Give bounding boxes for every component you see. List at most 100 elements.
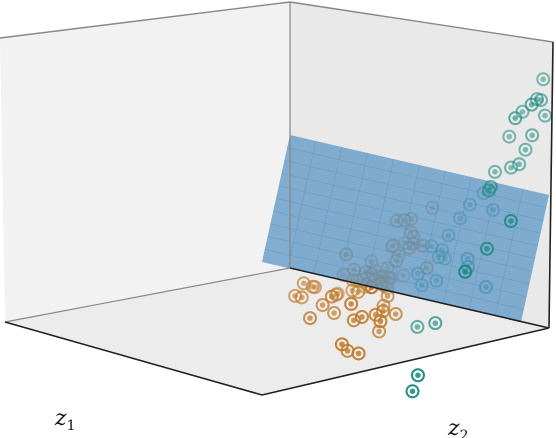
data-point bbox=[303, 311, 318, 326]
edge-front-right bbox=[261, 327, 550, 396]
plane-grid bbox=[264, 140, 547, 317]
data-point bbox=[481, 183, 496, 198]
data-point bbox=[388, 307, 403, 321]
plane-grid-line bbox=[391, 164, 420, 293]
data-point-ring bbox=[410, 368, 425, 383]
data-point-core bbox=[538, 97, 544, 103]
data-point-ring bbox=[487, 164, 502, 179]
data-point-ring bbox=[372, 324, 387, 339]
pane-back-left bbox=[0, 2, 290, 322]
data-point-core bbox=[484, 245, 490, 252]
data-point-core bbox=[506, 133, 513, 140]
data-point bbox=[504, 160, 519, 175]
plane-grid-line bbox=[443, 176, 472, 305]
data-point-core bbox=[355, 350, 362, 357]
data-point-core bbox=[339, 341, 345, 348]
data-point bbox=[525, 128, 540, 143]
data-point-ring bbox=[512, 157, 527, 172]
data-point bbox=[296, 276, 311, 291]
data-point bbox=[458, 264, 473, 279]
data-point-core bbox=[359, 314, 365, 320]
data-point-ring bbox=[351, 346, 366, 361]
data-point bbox=[372, 324, 387, 339]
edge-top-left bbox=[0, 1, 291, 39]
data-point-ring bbox=[376, 304, 391, 319]
y-axis-label: z2 bbox=[447, 416, 469, 438]
data-point bbox=[344, 296, 359, 311]
edge-front-left bbox=[4, 321, 263, 396]
data-point-core bbox=[384, 293, 391, 299]
data-point bbox=[536, 72, 551, 87]
plane-grid-line bbox=[273, 210, 533, 272]
data-point-core bbox=[519, 108, 526, 115]
data-point bbox=[324, 289, 339, 304]
data-point-ring bbox=[518, 142, 533, 157]
data-point bbox=[538, 108, 553, 123]
data-point-core bbox=[432, 320, 439, 326]
data-point-core bbox=[409, 388, 416, 395]
data-point bbox=[354, 309, 369, 324]
data-point-core bbox=[377, 318, 384, 325]
plane-grid-line bbox=[270, 223, 530, 285]
data-point bbox=[503, 214, 518, 229]
data-point-ring bbox=[428, 316, 443, 331]
data-point-core bbox=[508, 164, 514, 171]
data-point-core bbox=[492, 169, 498, 175]
data-point bbox=[305, 279, 320, 294]
data-point-ring bbox=[334, 337, 349, 352]
data-point bbox=[479, 241, 494, 256]
edge-floor-back-right bbox=[289, 267, 550, 329]
data-point-core bbox=[329, 293, 335, 300]
data-point bbox=[512, 157, 527, 172]
data-point-ring bbox=[303, 311, 318, 326]
pane-floor bbox=[5, 268, 549, 395]
data-point-ring bbox=[327, 306, 342, 321]
data-point-ring bbox=[351, 284, 366, 299]
data-point-core bbox=[348, 301, 354, 307]
data-point bbox=[334, 337, 349, 352]
data-point-ring bbox=[296, 276, 311, 291]
data-point-ring bbox=[503, 214, 518, 229]
data-point-ring bbox=[346, 313, 361, 328]
edge-right-vertical bbox=[548, 41, 554, 329]
data-point-ring bbox=[344, 296, 359, 311]
data-point-core bbox=[319, 302, 326, 308]
data-point-core bbox=[351, 317, 357, 324]
data-point-ring bbox=[388, 307, 403, 321]
axis-label-subscript: 2 bbox=[460, 428, 469, 438]
data-point-core bbox=[309, 283, 316, 290]
data-point bbox=[351, 284, 366, 299]
data-point-core bbox=[512, 115, 519, 121]
data-point bbox=[346, 313, 361, 328]
plane-grid-line bbox=[417, 170, 446, 299]
data-point-ring bbox=[525, 128, 540, 143]
plane-grid-line bbox=[494, 188, 524, 317]
x-axis-label: z1 bbox=[54, 406, 76, 434]
data-point-ring bbox=[481, 183, 496, 198]
data-point-ring bbox=[373, 314, 388, 329]
data-point bbox=[508, 111, 523, 126]
edge-floor-back-left bbox=[4, 267, 291, 323]
data-point bbox=[294, 290, 309, 305]
data-point-core bbox=[307, 315, 313, 321]
data-point-ring bbox=[504, 160, 519, 175]
data-point-core bbox=[542, 112, 548, 119]
data-point-ring bbox=[508, 111, 523, 126]
data-point-core bbox=[331, 310, 337, 316]
data-point-core bbox=[462, 269, 468, 275]
data-point-ring bbox=[324, 289, 339, 304]
data-point-core bbox=[540, 76, 547, 83]
data-point bbox=[351, 346, 366, 361]
data-point-core bbox=[298, 294, 305, 301]
data-point-ring bbox=[315, 298, 330, 313]
data-point-core bbox=[508, 218, 514, 224]
data-point-ring bbox=[354, 309, 369, 324]
edge-top-right bbox=[289, 1, 554, 43]
data-point-ring bbox=[536, 72, 551, 87]
plane-grid-line bbox=[264, 249, 524, 310]
data-point-ring bbox=[410, 319, 425, 334]
data-point bbox=[487, 164, 502, 179]
data-point-core bbox=[528, 101, 535, 108]
axis-label-subscript: 1 bbox=[67, 418, 76, 434]
